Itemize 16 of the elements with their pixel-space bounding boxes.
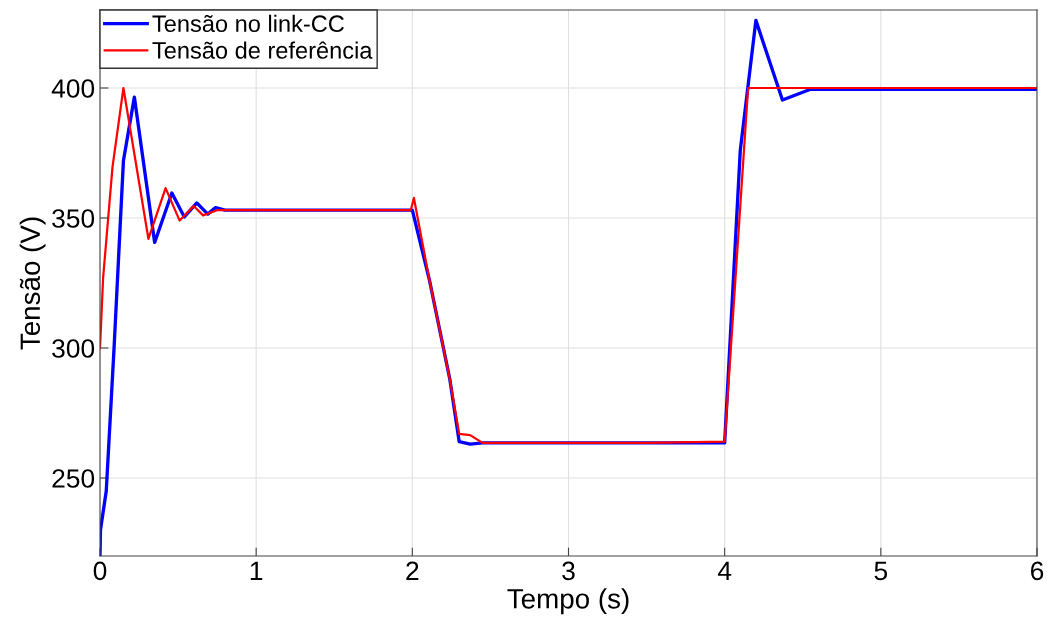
- legend-label: Tensão no link-CC: [152, 14, 344, 33]
- y-axis-title: Tensão (V): [19, 217, 46, 350]
- y-tick-label: 350: [52, 209, 95, 228]
- x-tick-label: 2: [406, 561, 419, 580]
- legend-label: Tensão de referência: [152, 41, 373, 59]
- x-tick-label: 0: [93, 561, 107, 581]
- y-tick-label: 250: [52, 469, 95, 488]
- x-tick-label: 1: [250, 561, 263, 580]
- x-tick-label: 3: [562, 561, 575, 581]
- x-tick-label: 4: [717, 561, 732, 580]
- x-tick-label: 6: [1031, 561, 1044, 581]
- y-tick-label: 400: [51, 79, 95, 98]
- line-series: [100, 86, 1037, 445]
- x-axis-title: Tempo (s): [507, 588, 629, 615]
- x-tick-label: 5: [874, 561, 888, 581]
- y-tick-label: 300: [52, 339, 95, 358]
